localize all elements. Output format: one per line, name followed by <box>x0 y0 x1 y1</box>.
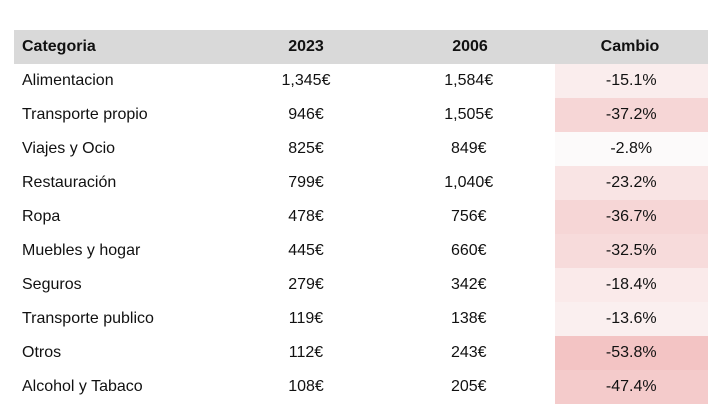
category-cell: Alimentacion <box>22 72 114 89</box>
table-row: Alimentacion 1,345€ 1,584€ -15.1% <box>14 64 708 98</box>
category-cell: Alcohol y Tabaco <box>22 378 143 395</box>
table-row: Alcohol y Tabaco 108€ 205€ -47.4% <box>14 370 708 404</box>
change-cell: -32.5% <box>549 234 708 268</box>
table-container: Categoria 2023 2006 Cambio Alimentacion 1,34… <box>14 30 708 404</box>
value-cell: 445€ <box>288 242 324 259</box>
change-cell: -2.8% <box>549 132 708 166</box>
header-cell: 2006 <box>452 38 488 55</box>
category-cell: Muebles y hogar <box>22 242 141 259</box>
table-row: Muebles y hogar 445€ 660€ -32.5% <box>14 234 708 268</box>
table-header: Categoria 2023 2006 Cambio <box>14 30 708 64</box>
value-cell: 660€ <box>450 242 487 259</box>
category-cell: Restauración <box>22 174 117 191</box>
header-cell: Categoria <box>22 38 96 55</box>
change-cell: -15.1% <box>549 64 708 98</box>
change-cell: -53.8% <box>549 336 708 370</box>
change-cell: -23.2% <box>549 166 708 200</box>
value-cell: 108€ <box>288 378 324 395</box>
change-cell: -47.4% <box>549 370 708 404</box>
value-cell: 243€ <box>450 344 487 361</box>
value-cell: 1,505€ <box>444 106 494 123</box>
value-cell: 946€ <box>288 106 324 123</box>
category-cell: Transporte propio <box>22 106 148 123</box>
value-cell: 138€ <box>450 310 487 327</box>
table-body: Alimentacion 1,345€ 1,584€ -15.1% Transporte… <box>14 64 708 404</box>
category-cell: Transporte publico <box>22 310 154 327</box>
table-row: Otros 112€ 243€ -53.8% <box>14 336 708 370</box>
header-cell: Cambio <box>600 38 660 55</box>
value-cell: 478€ <box>288 208 324 225</box>
change-cell: -13.6% <box>549 302 708 336</box>
value-cell: 112€ <box>288 344 324 361</box>
value-cell: 279€ <box>288 276 324 293</box>
table-row: Restauración 799€ 1,040€ -23.2% <box>14 166 708 200</box>
table-row: Ropa 478€ 756€ -36.7% <box>14 200 708 234</box>
category-cell: Ropa <box>22 208 61 225</box>
value-cell: 756€ <box>450 208 487 225</box>
table-row: Seguros 279€ 342€ -18.4% <box>14 268 708 302</box>
header-row: Categoria 2023 2006 Cambio <box>14 30 708 64</box>
table-row: Viajes y Ocio 825€ 849€ -2.8% <box>14 132 708 166</box>
table-row: Transporte propio 946€ 1,505€ -37.2% <box>14 98 708 132</box>
value-cell: 205€ <box>450 378 487 395</box>
value-cell: 799€ <box>288 174 324 191</box>
change-cell: -36.7% <box>549 200 708 234</box>
value-cell: 825€ <box>288 140 324 157</box>
value-cell: 1,584€ <box>444 72 494 89</box>
value-cell: 119€ <box>288 310 324 327</box>
value-cell: 1,040€ <box>444 174 494 191</box>
value-cell: 342€ <box>450 276 487 293</box>
change-cell: -37.2% <box>549 98 708 132</box>
category-cell: Seguros <box>22 276 82 293</box>
table: Categoria 2023 2006 Cambio Alimentacion 1,34… <box>14 30 708 404</box>
header-cell: 2023 <box>288 38 324 55</box>
table-row: Transporte publico 119€ 138€ -13.6% <box>14 302 708 336</box>
value-cell: 1,345€ <box>281 72 331 89</box>
change-cell: -18.4% <box>549 268 708 302</box>
category-cell: Otros <box>22 344 62 361</box>
value-cell: 849€ <box>450 140 487 157</box>
category-cell: Viajes y Ocio <box>22 140 116 157</box>
